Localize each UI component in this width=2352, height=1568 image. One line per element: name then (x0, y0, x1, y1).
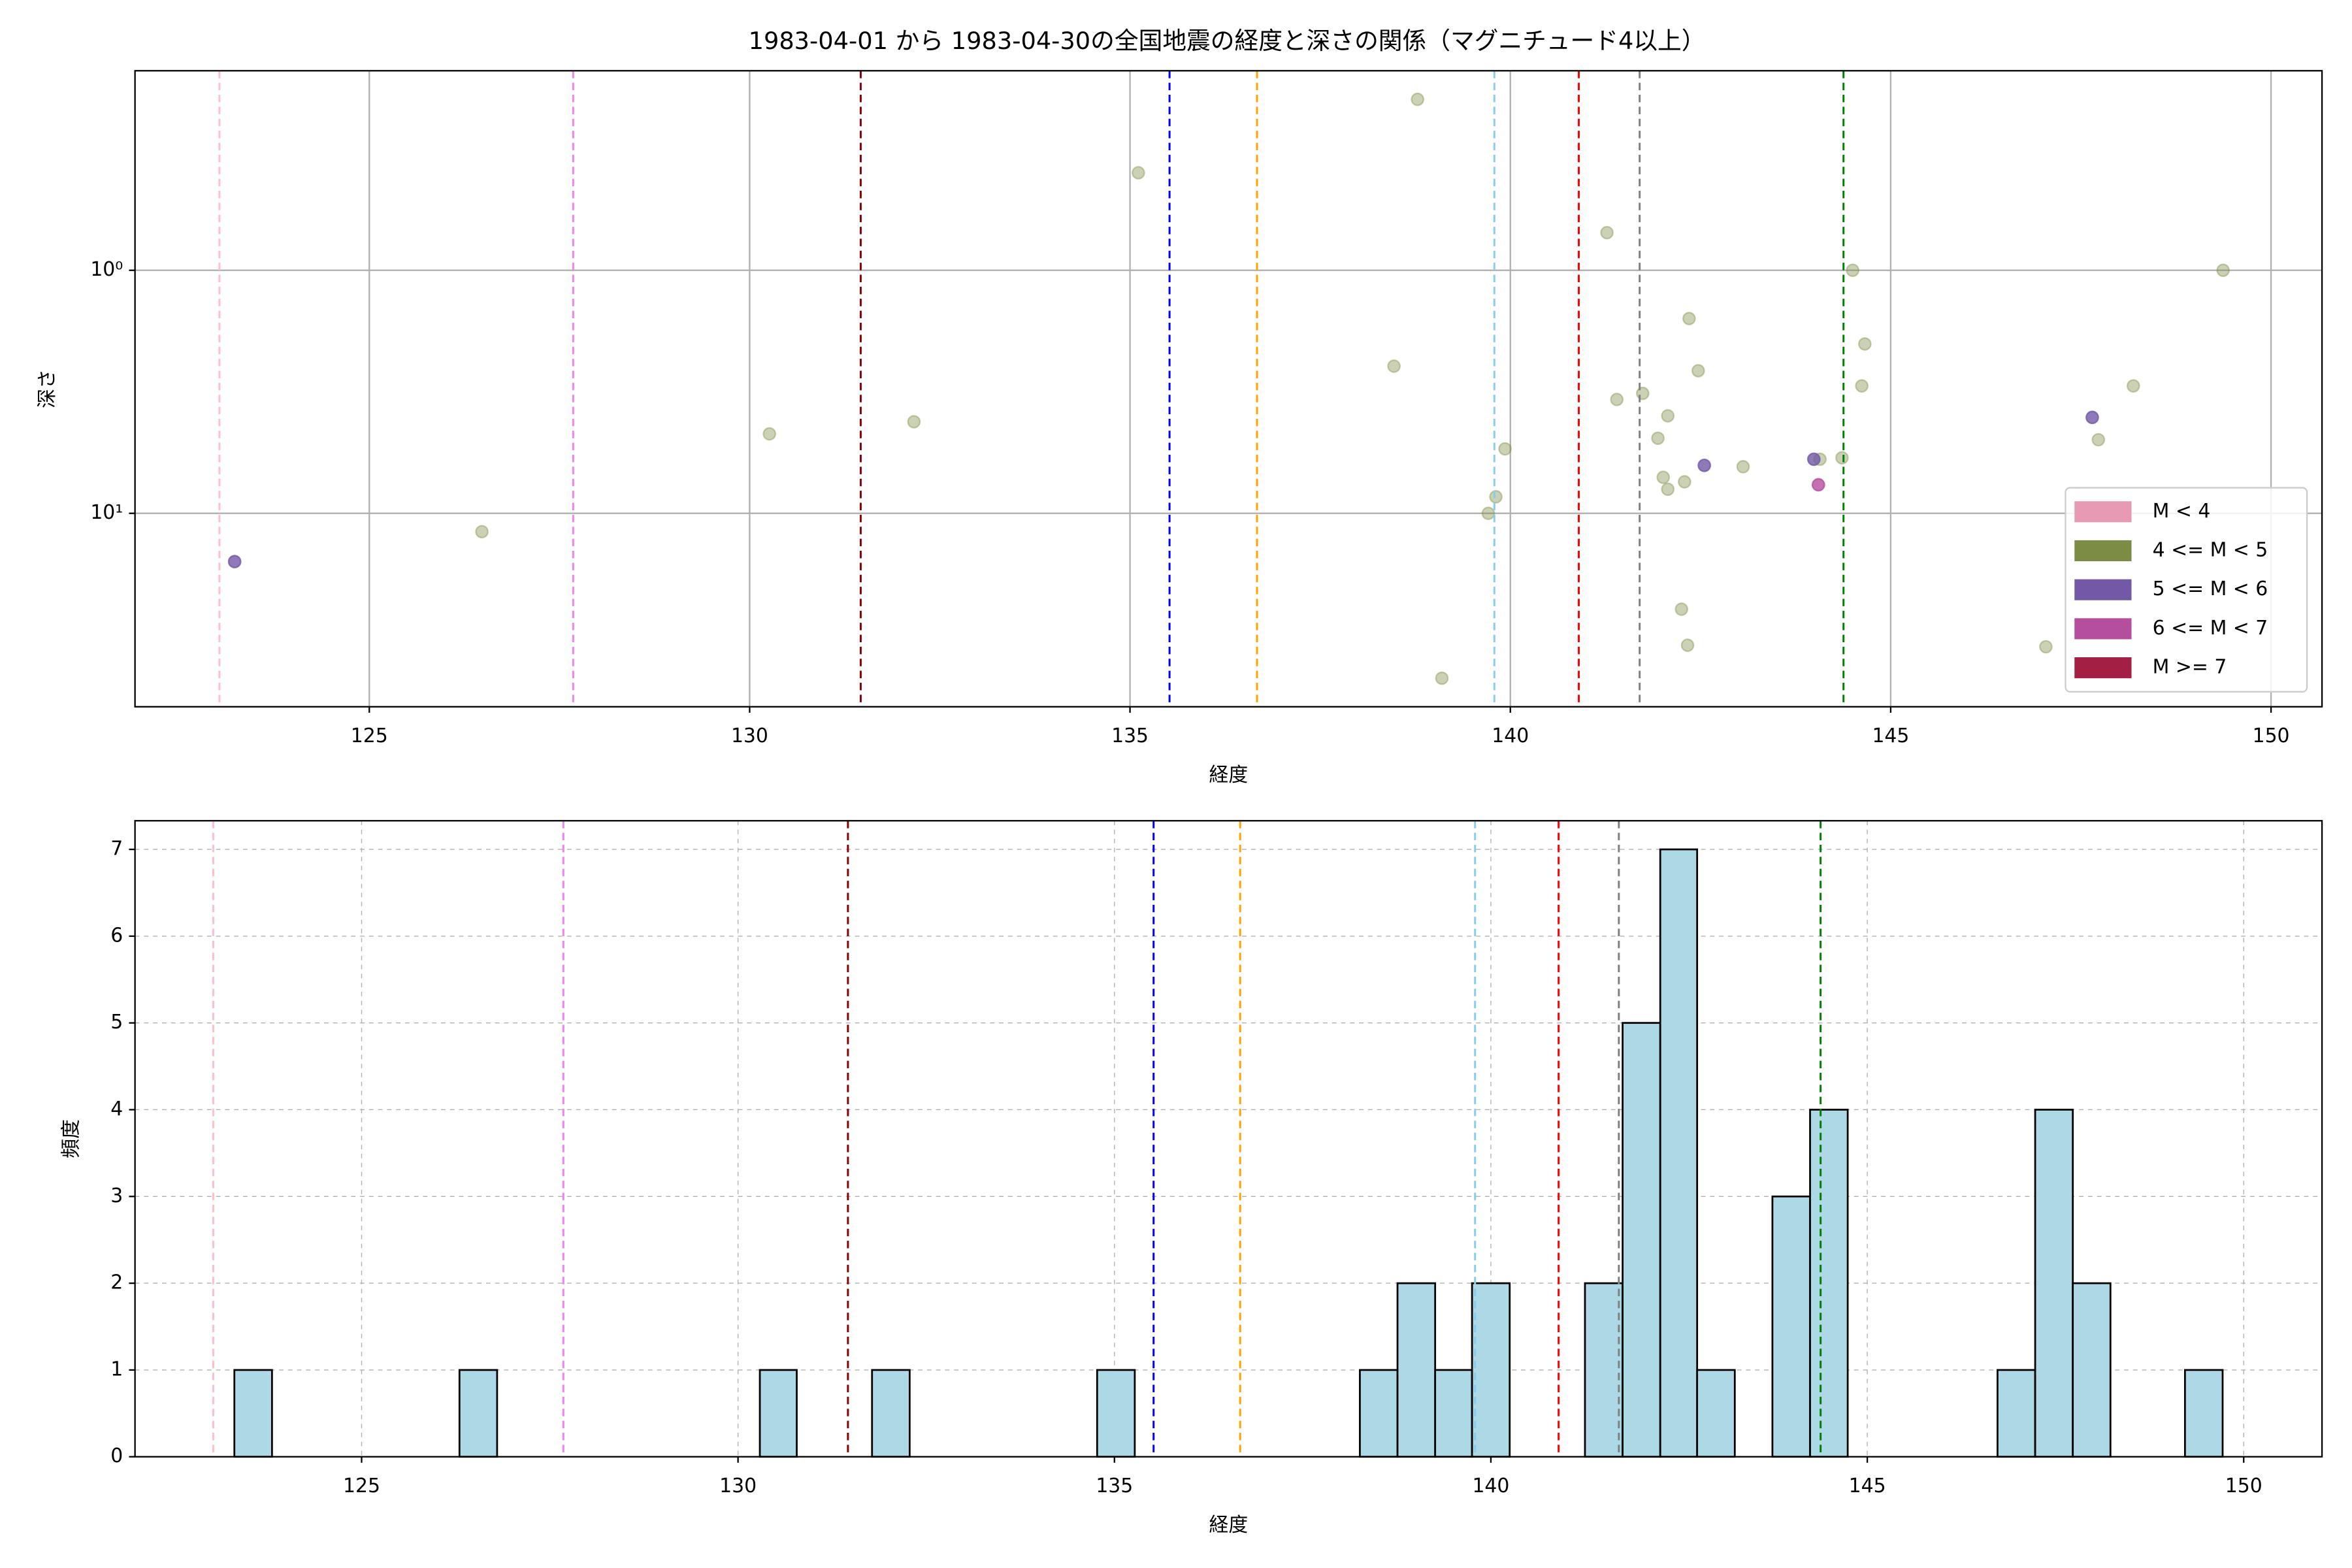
bar (1584, 1282, 1624, 1458)
point (475, 525, 489, 539)
y-tick-label: 10¹ (90, 501, 123, 524)
point (2085, 410, 2099, 425)
bar (2072, 1282, 2112, 1458)
point (1481, 506, 1495, 521)
x-tick-label: 145 (1872, 725, 1909, 747)
legend-swatch (2074, 618, 2132, 640)
plot-frame (134, 820, 2323, 1458)
bar (1696, 1369, 1736, 1458)
y-tick-label: 1 (110, 1358, 123, 1380)
point (1736, 460, 1750, 474)
bar (1771, 1195, 1811, 1458)
x-tick-label: 150 (2225, 1475, 2262, 1497)
x-axis-label: 経度 (1209, 764, 1249, 787)
point (1806, 452, 1821, 466)
x-tick-label: 135 (1111, 725, 1149, 747)
bar (233, 1369, 273, 1458)
point (2039, 640, 2053, 654)
point (907, 415, 921, 429)
plot-frame (134, 70, 2323, 708)
legend-box (2065, 487, 2308, 693)
bar (1359, 1369, 1399, 1458)
point (227, 555, 242, 568)
x-tick-label: 125 (351, 725, 388, 747)
y-tick-label: 10⁰ (90, 258, 123, 281)
point (1489, 490, 1503, 504)
legend-label: 6 <= M < 7 (2153, 617, 2268, 640)
point (2126, 379, 2140, 393)
chart-title: 1983-04-01 から 1983-04-30の全国地震の経度と深さの関係（マ… (749, 27, 1706, 55)
point (1656, 470, 1671, 484)
legend-label: 5 <= M < 6 (2153, 578, 2268, 600)
point (1697, 459, 1711, 472)
y-tick-label: 3 (110, 1184, 123, 1207)
point (1857, 337, 1872, 351)
x-tick-label: 150 (2253, 725, 2290, 747)
bar (1434, 1369, 1473, 1458)
point (1835, 451, 1849, 465)
bar (759, 1369, 798, 1458)
legend-swatch (2074, 657, 2132, 679)
point (1651, 431, 1665, 446)
bar (2183, 1369, 2224, 1458)
y-tick-label: 6 (110, 924, 123, 947)
legend-swatch (2074, 579, 2132, 600)
x-tick-label: 145 (1849, 1475, 1886, 1497)
legend-label: 4 <= M < 5 (2153, 538, 2268, 561)
legend-label: M < 4 (2153, 500, 2211, 523)
point (1498, 442, 1512, 456)
point (1680, 638, 1695, 652)
bar (458, 1369, 498, 1458)
point (1600, 225, 1614, 240)
bar (1471, 1282, 1511, 1458)
legend-swatch (2074, 540, 2132, 562)
y-axis-label: 頻度 (60, 1119, 83, 1158)
point (1610, 393, 1624, 406)
bar (1096, 1369, 1136, 1458)
bar (1396, 1282, 1437, 1458)
point (1855, 379, 1869, 393)
point (2216, 263, 2230, 278)
y-axis-label: 深さ (36, 369, 59, 408)
bar (1809, 1109, 1849, 1458)
point (2091, 433, 2106, 447)
point (1387, 359, 1401, 373)
x-tick-label: 125 (343, 1475, 380, 1497)
point (1661, 409, 1675, 423)
point (1846, 263, 1860, 278)
x-tick-label: 140 (1472, 1475, 1509, 1497)
point (762, 427, 777, 441)
point (1811, 478, 1825, 492)
x-tick-label: 140 (1492, 725, 1529, 747)
bar (1997, 1369, 2036, 1458)
point (1132, 166, 1145, 180)
point (1691, 364, 1705, 378)
point (1682, 312, 1696, 325)
bar (1659, 848, 1699, 1458)
y-tick-label: 0 (110, 1445, 123, 1467)
point (1411, 92, 1425, 106)
point (1661, 482, 1675, 497)
x-tick-label: 135 (1096, 1475, 1133, 1497)
y-tick-label: 2 (110, 1271, 123, 1294)
x-axis-label: 経度 (1209, 1514, 1249, 1537)
point (1636, 386, 1650, 400)
y-tick-label: 7 (110, 838, 123, 860)
y-tick-label: 4 (110, 1098, 123, 1120)
x-tick-label: 130 (731, 725, 768, 747)
y-tick-label: 5 (110, 1011, 123, 1034)
bar (871, 1369, 911, 1458)
point (1674, 602, 1689, 616)
bar (2034, 1109, 2074, 1458)
legend-label: M >= 7 (2153, 656, 2227, 679)
bar (1622, 1022, 1661, 1458)
point (1678, 475, 1691, 489)
x-tick-label: 130 (719, 1475, 757, 1497)
point (1435, 671, 1449, 685)
legend-swatch (2074, 501, 2132, 523)
